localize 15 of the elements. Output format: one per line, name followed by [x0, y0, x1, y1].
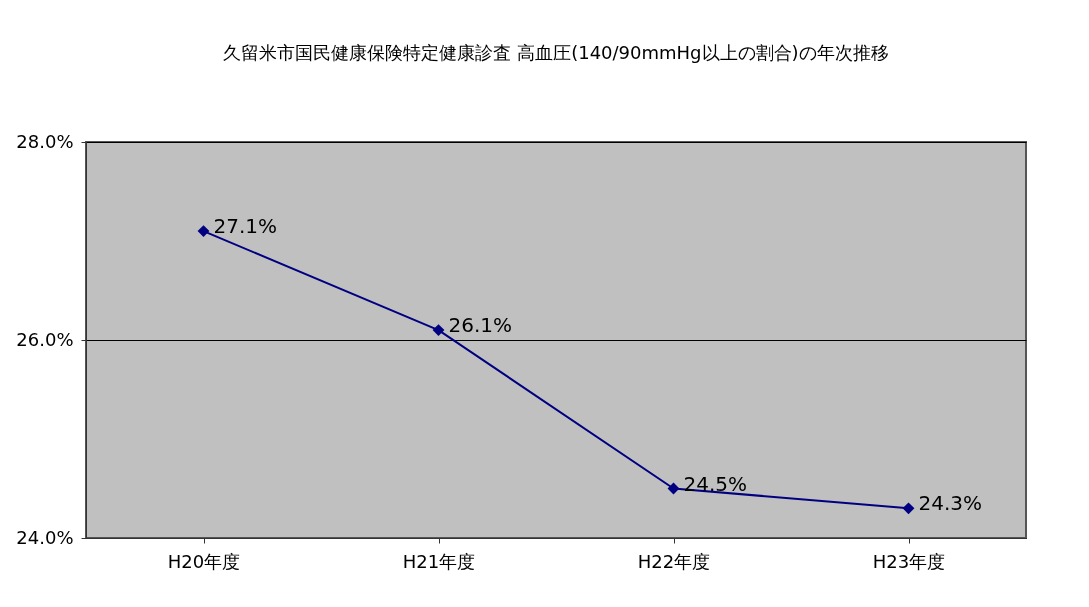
point	[197, 225, 210, 238]
data-label: 26.1%	[448, 313, 513, 338]
x-tick-label: H21年度	[402, 550, 476, 572]
y-tick-label: 26.0%	[16, 328, 74, 350]
y-tick-label: 24.0%	[16, 526, 74, 548]
point	[902, 502, 915, 515]
chart-title: 久留米市国民健康保険特定健康診査 高血圧(140/90mmHg以上の割合)の年次推移	[223, 42, 889, 63]
x-tick-label: H20年度	[167, 550, 241, 572]
data-label: 27.1%	[213, 214, 278, 239]
x-tick-label: H22年度	[637, 550, 711, 572]
y-tick-label: 28.0%	[16, 130, 74, 152]
data-label: 24.5%	[683, 471, 748, 496]
data-label: 24.3%	[918, 491, 983, 516]
x-tick-label: H23年度	[872, 550, 946, 572]
point	[432, 324, 445, 337]
